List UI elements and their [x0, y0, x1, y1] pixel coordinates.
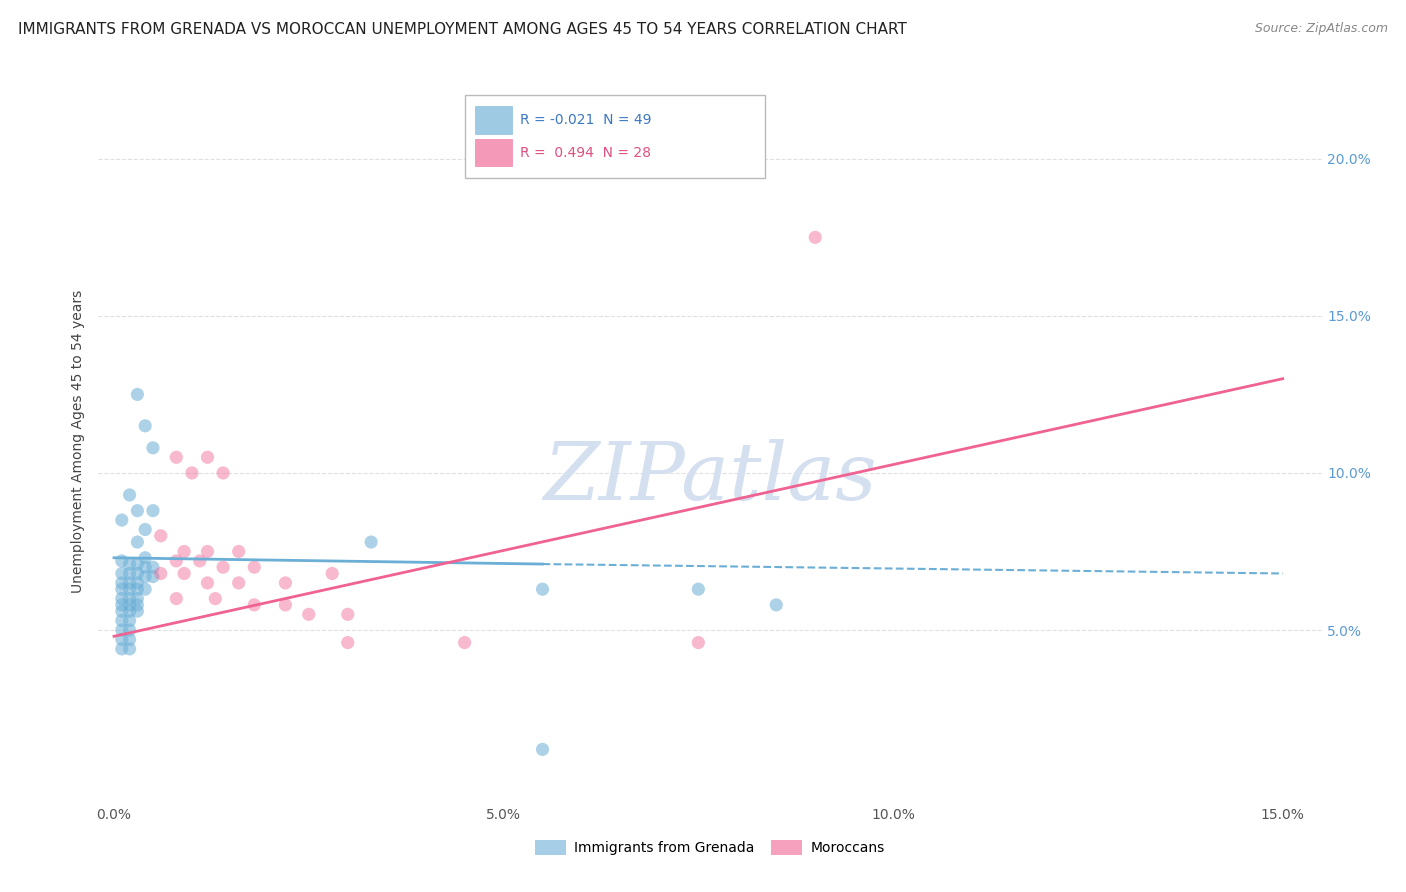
Point [134, 418, 156, 433]
Text: R =  0.494  N = 28: R = 0.494 N = 28 [520, 145, 651, 160]
Text: IMMIGRANTS FROM GRENADA VS MOROCCAN UNEMPLOYMENT AMONG AGES 45 TO 54 YEARS CORRE: IMMIGRANTS FROM GRENADA VS MOROCCAN UNEM… [18, 22, 907, 37]
Point [118, 591, 141, 606]
Point [134, 550, 156, 565]
Point [197, 450, 219, 465]
Point [111, 604, 134, 618]
Point [127, 535, 149, 549]
Point [127, 598, 149, 612]
Point [111, 641, 134, 656]
Point [118, 604, 141, 618]
Point [134, 582, 156, 597]
Point [118, 623, 141, 637]
Point [134, 569, 156, 583]
Point [142, 569, 165, 583]
Point [197, 575, 219, 590]
Text: Source: ZipAtlas.com: Source: ZipAtlas.com [1254, 22, 1388, 36]
Point [127, 582, 149, 597]
Point [118, 614, 141, 628]
Point [127, 387, 149, 401]
Point [688, 582, 710, 597]
Point [111, 591, 134, 606]
Point [111, 554, 134, 568]
Point [134, 560, 156, 574]
Point [274, 598, 297, 612]
Point [127, 566, 149, 581]
Point [360, 535, 382, 549]
Point [111, 632, 134, 647]
FancyBboxPatch shape [475, 106, 512, 134]
Text: ZIPatlas: ZIPatlas [543, 439, 877, 516]
Point [111, 513, 134, 527]
Point [298, 607, 321, 622]
Point [118, 632, 141, 647]
Point [243, 598, 266, 612]
Point [118, 598, 141, 612]
Point [111, 566, 134, 581]
Legend: Immigrants from Grenada, Moroccans: Immigrants from Grenada, Moroccans [530, 835, 890, 861]
Point [127, 503, 149, 517]
Point [127, 575, 149, 590]
Point [321, 566, 343, 581]
Point [165, 591, 187, 606]
Point [173, 566, 195, 581]
Point [111, 614, 134, 628]
Point [111, 598, 134, 612]
Point [212, 560, 235, 574]
Point [688, 635, 710, 649]
Point [149, 529, 172, 543]
Point [765, 598, 787, 612]
Point [118, 582, 141, 597]
Point [804, 230, 827, 244]
Point [127, 557, 149, 571]
Point [111, 575, 134, 590]
Point [118, 641, 141, 656]
Point [118, 488, 141, 502]
Point [127, 591, 149, 606]
Point [142, 441, 165, 455]
Point [165, 554, 187, 568]
Text: R = -0.021  N = 49: R = -0.021 N = 49 [520, 113, 652, 127]
Point [127, 604, 149, 618]
Point [274, 575, 297, 590]
Point [531, 742, 554, 756]
Point [118, 575, 141, 590]
Point [188, 554, 211, 568]
Point [204, 591, 226, 606]
Point [243, 560, 266, 574]
Y-axis label: Unemployment Among Ages 45 to 54 years: Unemployment Among Ages 45 to 54 years [70, 290, 84, 593]
Point [165, 450, 187, 465]
Point [118, 557, 141, 571]
Point [212, 466, 235, 480]
Point [336, 635, 359, 649]
Point [453, 635, 475, 649]
Point [180, 466, 202, 480]
Point [228, 575, 250, 590]
Point [111, 582, 134, 597]
Point [142, 560, 165, 574]
Point [228, 544, 250, 558]
Point [336, 607, 359, 622]
Point [531, 582, 554, 597]
Point [134, 523, 156, 537]
FancyBboxPatch shape [475, 139, 512, 166]
Point [111, 623, 134, 637]
Point [149, 566, 172, 581]
Point [118, 566, 141, 581]
FancyBboxPatch shape [465, 95, 765, 178]
Point [173, 544, 195, 558]
Point [197, 544, 219, 558]
Point [142, 503, 165, 517]
